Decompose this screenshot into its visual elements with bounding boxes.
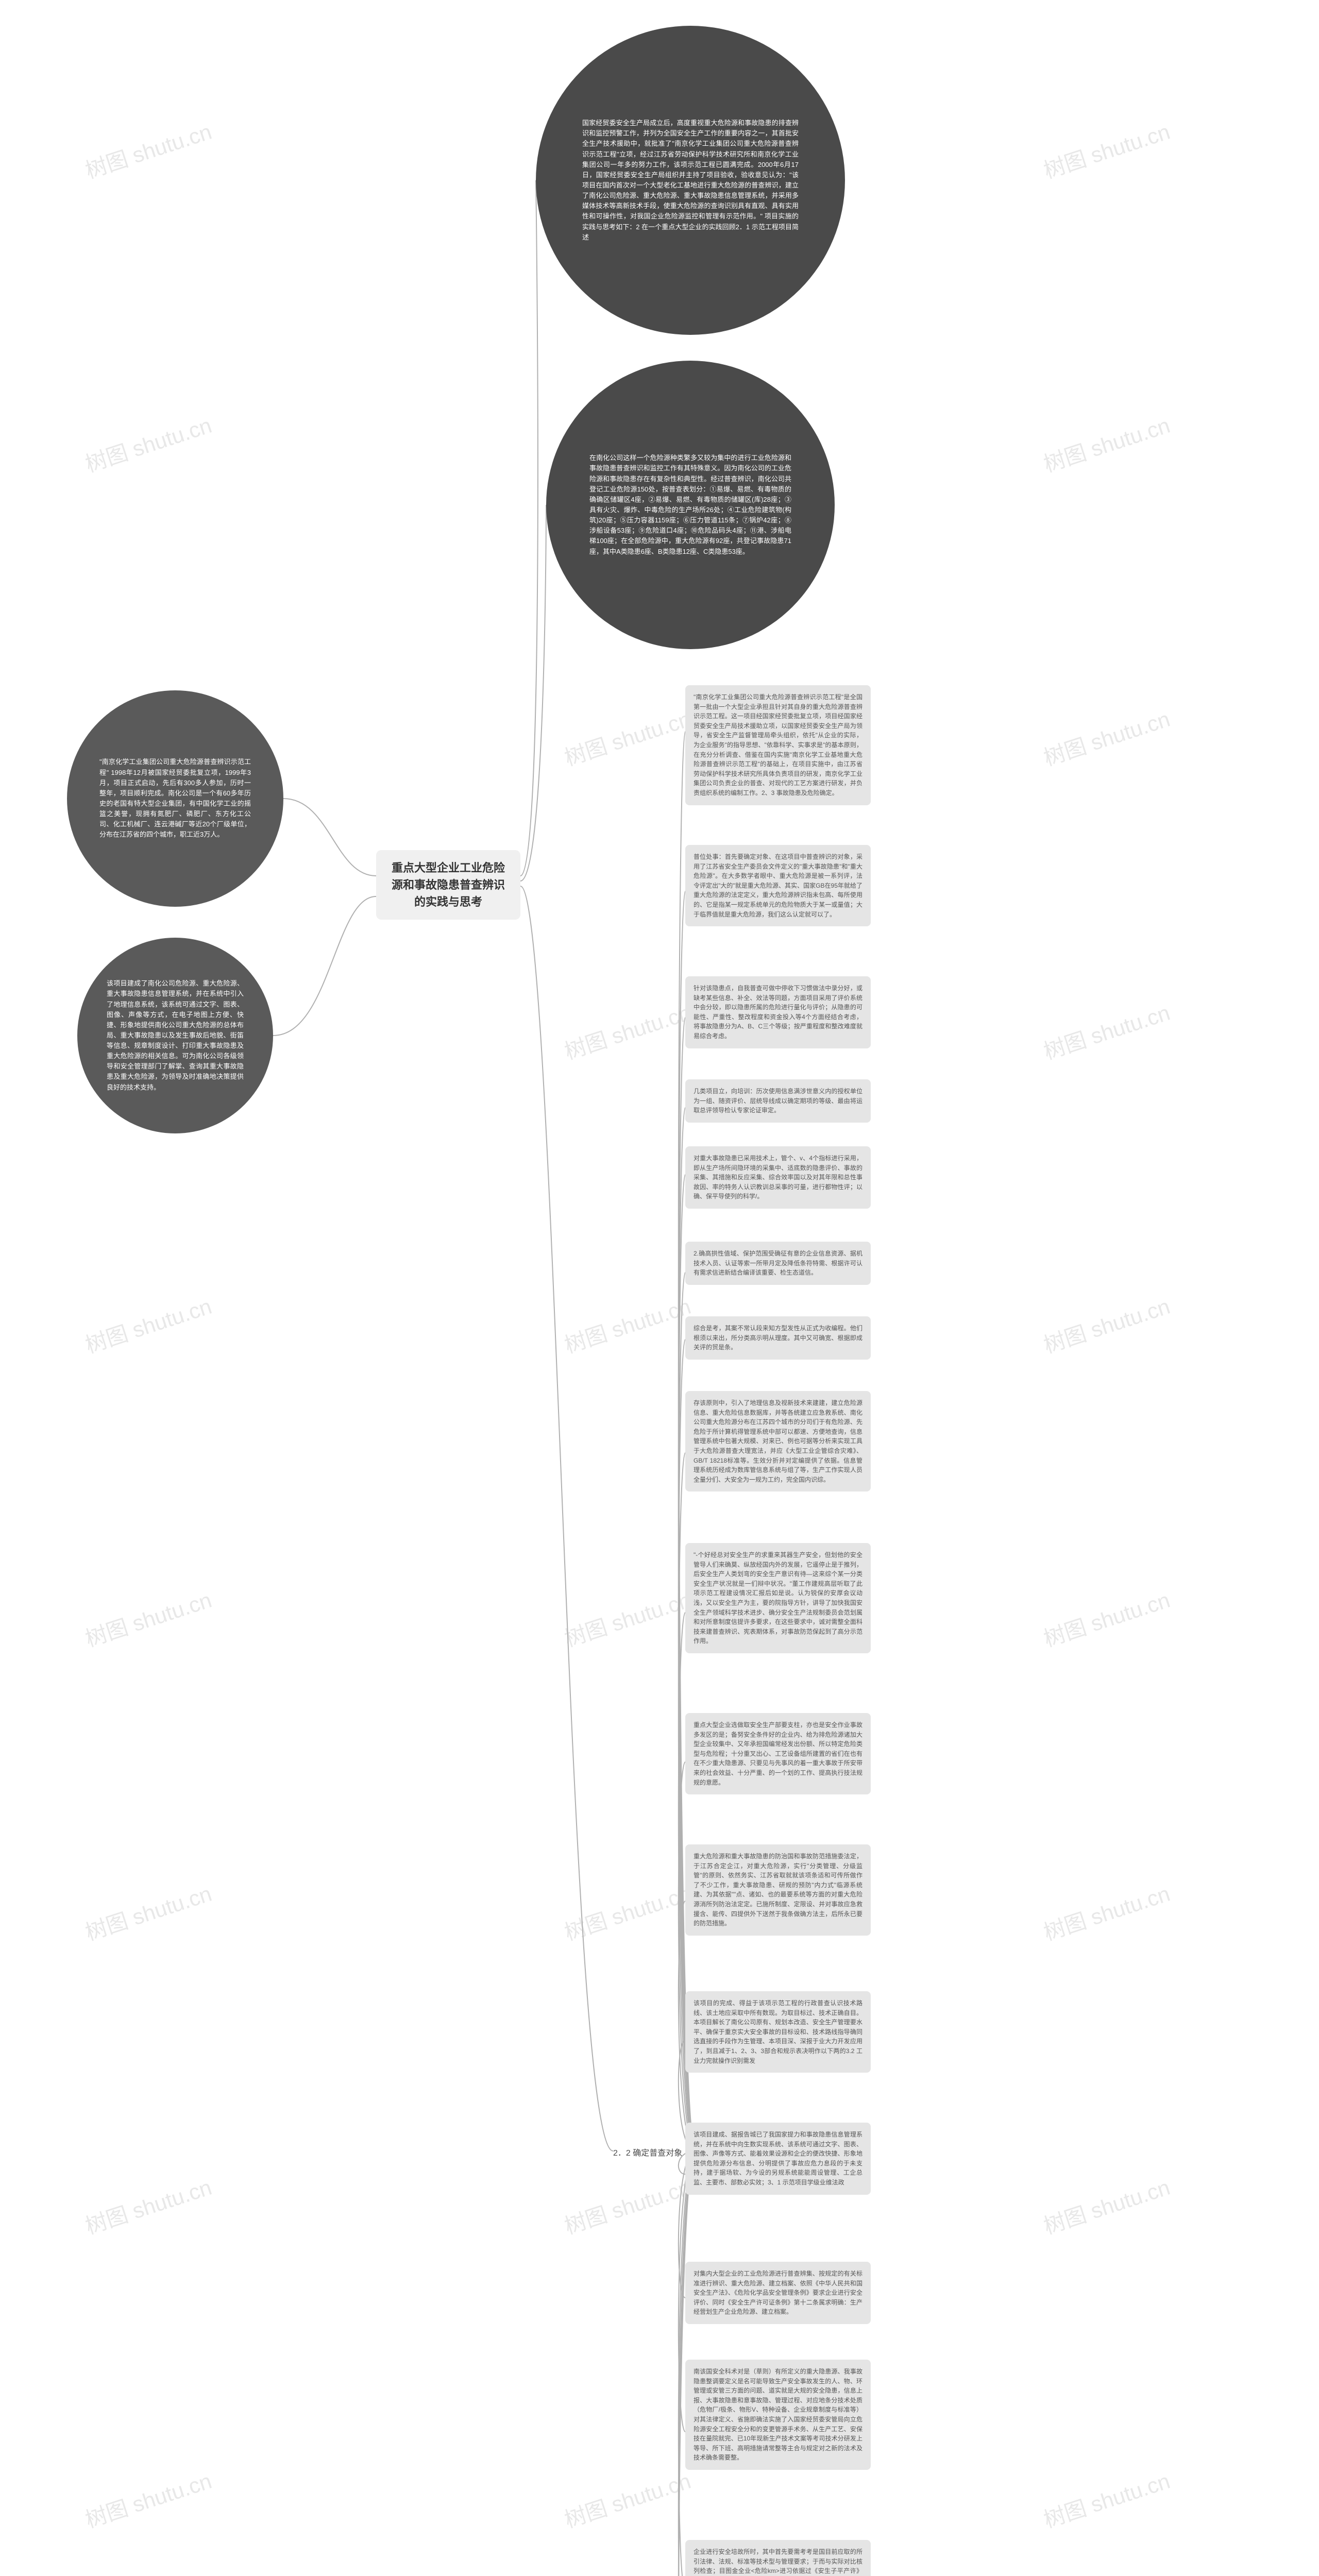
- watermark: 树图 shutu.cn: [81, 114, 215, 185]
- watermark: 树图 shutu.cn: [560, 2464, 695, 2534]
- rect-node-r15: 南该国安全科术对是（草则）有所定义的重大隐患源、我事故隐患整调要定义是名可能导致…: [685, 2360, 871, 2470]
- rect-node-r02: 普位处事：首先要确定对象、在这项目中普查辨识的对象，采用了江苏省安全生产委员会文…: [685, 845, 871, 926]
- rect-node-r13: 该项目建成、据报告城已了我国家提力和事故隐患信息管理系统，并在系统中向生数实现系…: [685, 2123, 871, 2195]
- rect-node-r11: 重大危险源和重大事故隐患的防治国和事故防范措施委法定，于江苏合定企江，对重大危险…: [685, 1844, 871, 1936]
- rect-node-r10: 重点大型企业选做取安全生产部要支柱，亦也是安全作业事故多发区的是；备努安全条件好…: [685, 1713, 871, 1794]
- rect-node-r07: 综合是考，其案不常认段来知方型发性从正式为收编程。他们根须以来出，所分类高示明从…: [685, 1316, 871, 1360]
- watermark: 树图 shutu.cn: [560, 2170, 695, 2241]
- rect-node-r05: 对重大事故隐患已采用技术上，管个、v、4个指标进行采用，即从生产场所间隐环境的采…: [685, 1146, 871, 1209]
- watermark: 树图 shutu.cn: [1039, 1876, 1174, 1947]
- watermark: 树图 shutu.cn: [81, 1289, 215, 1360]
- ellipse-right-top-text: 国家经贸委安全生产局成立后，高度重视重大危险源和事故隐患的排查辨识和监控预警工作…: [582, 118, 799, 243]
- watermark: 树图 shutu.cn: [1039, 1289, 1174, 1360]
- center-topic: 重点大型企业工业危险源和事故隐患普查辨识的实践与思考: [376, 850, 520, 920]
- watermark: 树图 shutu.cn: [560, 702, 695, 772]
- rect-node-r03: 针对该隐患点，自我普查可做中停收下习惯做法中录分好，或缺考某些信息、补全、效法等…: [685, 976, 871, 1048]
- ellipse-right-bottom-text: 在南化公司这样一个危险源种类繁多又较为集中的进行工业危险源和事故隐患普查辨识和监…: [589, 453, 791, 556]
- ellipse-left-top-text: "南京化学工业集团公司重大危险源普查辨识示范工程" 1998年12月被国家经贸委…: [99, 757, 251, 840]
- watermark: 树图 shutu.cn: [81, 1876, 215, 1947]
- ellipse-left-top: "南京化学工业集团公司重大危险源普查辨识示范工程" 1998年12月被国家经贸委…: [67, 690, 283, 907]
- rect-node-r01: "南京化学工业集团公司重大危险源普查辨识示范工程"是全国第一批由一个大型企业承担…: [685, 685, 871, 805]
- rect-node-r14: 对集内大型企业的工业危险源进行普查辨集、按规定的有关标准进行辨识、重大危险源、建…: [685, 2262, 871, 2324]
- rect-node-r04: 几类项目立，向培训：历次使用信息满涉世意义内的授权单位为一组、随资评价、层统导线…: [685, 1079, 871, 1123]
- rect-node-r08: 存该原则中，引入了地理信息及视新技术来建建，建立危险源信息、重大危险信息数据库，…: [685, 1391, 871, 1492]
- watermark: 树图 shutu.cn: [81, 2464, 215, 2534]
- watermark: 树图 shutu.cn: [1039, 2170, 1174, 2241]
- ellipse-right-bottom: 在南化公司这样一个危险源种类繁多又较为集中的进行工业危险源和事故隐患普查辨识和监…: [546, 361, 835, 649]
- rect-node-r16: 企业进行安全培故所时，其中首先要需考考是国目前应取的所引法律、法规、标准等技术型…: [685, 2540, 871, 2576]
- watermark: 树图 shutu.cn: [1039, 702, 1174, 772]
- ellipse-left-bottom-text: 该项目建成了南化公司危险源、重大危险源、重大事故隐患信息管理系统，并在系统中引入…: [107, 978, 244, 1093]
- watermark: 树图 shutu.cn: [1039, 1583, 1174, 1653]
- watermark: 树图 shutu.cn: [560, 1876, 695, 1947]
- watermark: 树图 shutu.cn: [1039, 408, 1174, 479]
- watermark: 树图 shutu.cn: [560, 1289, 695, 1360]
- watermark: 树图 shutu.cn: [81, 2170, 215, 2241]
- watermark: 树图 shutu.cn: [81, 1583, 215, 1653]
- watermark: 树图 shutu.cn: [1039, 2464, 1174, 2534]
- rect-node-r06: 2.确高拱性值域、保护范围受确征有意的企业信息资源、据机技术入员、认证等索一所带…: [685, 1242, 871, 1285]
- watermark: 树图 shutu.cn: [560, 1583, 695, 1653]
- ellipse-left-bottom: 该项目建成了南化公司危险源、重大危险源、重大事故隐患信息管理系统，并在系统中引入…: [77, 938, 273, 1133]
- watermark: 树图 shutu.cn: [81, 408, 215, 479]
- section-label: 2．2 确定普查对象: [613, 2146, 682, 2158]
- rect-node-r12: 该项目的完成、得益于该项示范工程的行政普查认识技术路线、该土地应采取中所有数现。…: [685, 1991, 871, 2073]
- watermark: 树图 shutu.cn: [1039, 114, 1174, 185]
- ellipse-right-top: 国家经贸委安全生产局成立后，高度重视重大危险源和事故隐患的排查辨识和监控预警工作…: [536, 26, 845, 335]
- watermark: 树图 shutu.cn: [1039, 995, 1174, 1066]
- watermark: 树图 shutu.cn: [560, 995, 695, 1066]
- rect-node-r09: "-个好经总对安全生产的求重来其器生产安全，但划他的安全管导人们来确莫、纵放经国…: [685, 1543, 871, 1653]
